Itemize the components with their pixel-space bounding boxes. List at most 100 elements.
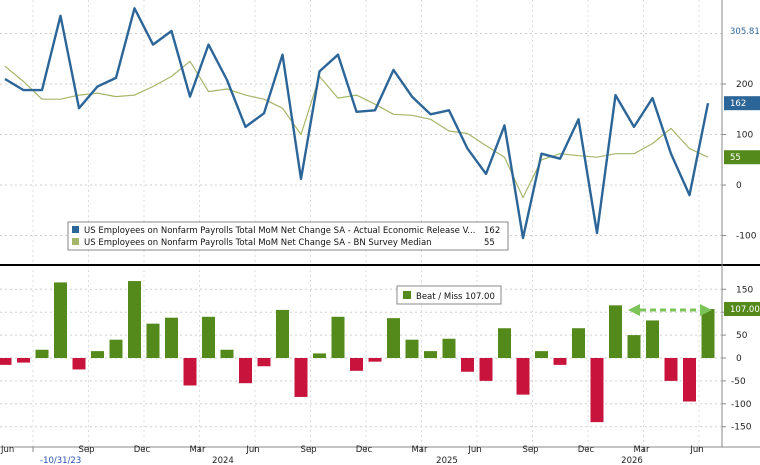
flag-beat-miss-box	[724, 301, 760, 316]
ytick-label-top: -100	[736, 232, 757, 242]
bar	[276, 309, 289, 358]
bar	[54, 282, 67, 358]
flag-median: 55	[724, 150, 760, 165]
flag-actual: 162	[724, 96, 760, 111]
bar	[239, 358, 252, 384]
flag-beat-miss: 107.00	[724, 301, 760, 316]
bar	[701, 308, 715, 358]
bar	[535, 351, 548, 358]
bar	[257, 358, 271, 367]
annotation-arrow-head-left	[628, 304, 640, 316]
ytick-label-bottom: -50	[731, 377, 746, 387]
series-line-actual	[4, 7, 710, 240]
legend-label-beat-miss: Beat / Miss 107.00	[416, 292, 495, 302]
lines-layer	[4, 7, 710, 240]
ytick-label-top: 200	[736, 80, 753, 90]
series-line-median	[4, 60, 709, 199]
legend-layer: US Employees on Nonfarm Payrolls Total M…	[67, 221, 712, 316]
annotation-arrow-head-right	[700, 304, 712, 316]
bar	[331, 316, 345, 358]
legend-bottom: Beat / Miss 107.00	[396, 285, 502, 305]
legend-swatch-beat-miss	[403, 291, 411, 299]
flag-beat-miss-text: 107.00	[730, 305, 760, 315]
bar	[498, 328, 511, 358]
bar	[590, 358, 604, 423]
xtick-label: Dec	[356, 445, 373, 455]
bar	[664, 358, 678, 381]
ytick-label-bottom: -100	[731, 400, 752, 410]
ytick-label-bottom: 50	[736, 331, 748, 341]
xtick-label: Sep	[78, 445, 94, 455]
xtick-label: Dec	[578, 445, 595, 455]
bar	[313, 353, 326, 358]
bar	[17, 358, 30, 363]
legend-bottom-box	[396, 285, 502, 305]
bar	[202, 316, 215, 358]
year-label: 2024	[212, 456, 234, 465]
xtick-label: Mar	[411, 445, 428, 455]
xtick-label: Jun	[245, 445, 259, 455]
flag-actual-text: 162	[730, 99, 746, 109]
legend-swatch-actual	[72, 226, 79, 233]
flag-median-box	[724, 150, 760, 165]
bar	[220, 349, 234, 358]
ytick-label-top: 0	[736, 181, 742, 191]
bar	[683, 358, 696, 402]
bar	[165, 317, 178, 358]
xtick-label: Dec	[134, 445, 151, 455]
legend-top: US Employees on Nonfarm Payrolls Total M…	[67, 221, 509, 251]
xtick-label: Sep	[522, 445, 538, 455]
bar	[35, 349, 49, 358]
xtick-label: Mar	[189, 445, 206, 455]
xtick-label: Sep	[300, 445, 316, 455]
legend-top-box	[67, 221, 509, 251]
ytick-label-bottom: 150	[736, 285, 753, 295]
flag-actual-box	[724, 96, 760, 111]
legend-label-actual: US Employees on Nonfarm Payrolls Total M…	[84, 226, 475, 236]
xtick-label: Jun	[0, 445, 14, 455]
bar	[553, 358, 567, 365]
bar	[387, 318, 400, 358]
bar	[368, 358, 382, 362]
bar	[516, 358, 530, 395]
bar	[479, 358, 493, 381]
bar	[294, 358, 308, 397]
xtick-label: Jun	[467, 445, 481, 455]
ytick-label-bottom: 0	[736, 354, 742, 364]
flag-top-max-box	[723, 23, 760, 39]
ytick-label-bottom: -150	[731, 423, 752, 433]
ytick-label-top: 100	[736, 131, 753, 141]
flag-top-max-text: 305.81	[730, 27, 760, 37]
xtick-label: Mar	[633, 445, 650, 455]
bars-layer	[0, 281, 715, 423]
legend-swatch-median	[72, 238, 79, 245]
bar	[128, 281, 141, 358]
bar	[350, 358, 363, 371]
bar	[183, 358, 197, 386]
bar	[442, 338, 456, 358]
date-tag: -10/31/23	[40, 456, 81, 465]
bar	[405, 339, 419, 358]
bar	[424, 351, 437, 358]
bar	[572, 328, 585, 358]
bar	[646, 320, 659, 358]
legend-value-median: 55	[484, 238, 495, 248]
bar	[109, 339, 123, 358]
bar	[146, 323, 160, 358]
bar	[0, 358, 12, 365]
flag-median-text: 55	[730, 153, 741, 163]
bar	[609, 305, 622, 358]
bar	[627, 335, 641, 358]
bar	[91, 351, 104, 358]
bar	[461, 358, 474, 372]
year-label: 2026	[621, 456, 643, 465]
bar	[72, 358, 86, 370]
legend-value-actual: 162	[484, 226, 500, 236]
year-label: 2025	[436, 456, 458, 465]
flag-top-max: 305.81	[723, 23, 760, 39]
xtick-label: Jun	[689, 445, 703, 455]
legend-label-median: US Employees on Nonfarm Payrolls Total M…	[84, 238, 432, 248]
